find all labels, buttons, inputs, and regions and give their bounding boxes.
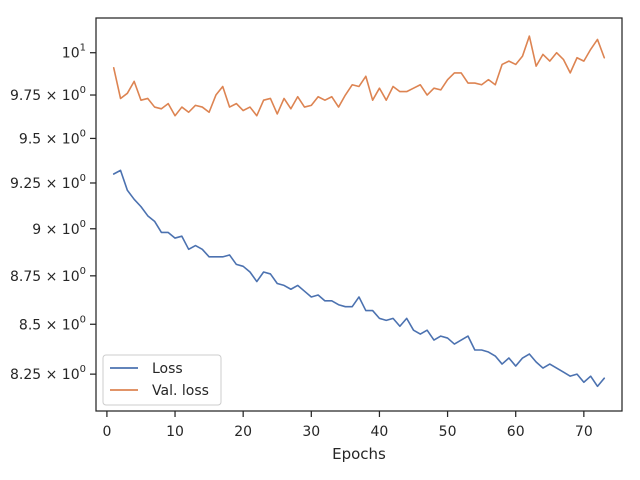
y-tick-label-base: 9.75 × 10 — [10, 88, 80, 104]
y-tick-label-exponent: 0 — [80, 314, 86, 325]
y-tick-label-exponent: 0 — [80, 266, 86, 277]
y-tick-label-exponent: 1 — [80, 43, 86, 54]
y-tick-label-base: 9 × 10 — [32, 222, 79, 238]
y-tick-label: 9.5 × 100 — [19, 128, 86, 147]
y-tick-label-exponent: 0 — [80, 364, 86, 375]
x-tick-label: 60 — [507, 424, 525, 440]
plot-frame — [95, 17, 623, 412]
x-tick-label: 30 — [302, 424, 320, 440]
x-tick-label: 40 — [371, 424, 389, 440]
x-tick-label: 20 — [234, 424, 252, 440]
x-axis: 0 10 20 30 40 50 60 70 — [102, 411, 593, 440]
y-tick-label: 9.25 × 100 — [10, 173, 86, 192]
y-tick-label: 8.75 × 100 — [10, 266, 86, 285]
x-tick-label: 70 — [575, 424, 593, 440]
legend: Loss Val. loss — [102, 354, 222, 406]
y-tick-label-base: 9.25 × 10 — [10, 176, 80, 192]
y-tick-label-base: 9.5 × 10 — [19, 131, 80, 147]
y-tick-label: 9 × 100 — [32, 219, 86, 238]
y-tick-label: 101 — [62, 43, 86, 62]
legend-label-val-loss: Val. loss — [152, 383, 209, 399]
y-tick-label: 9.75 × 100 — [10, 85, 86, 104]
plot-lines — [112, 35, 606, 388]
y-tick-label-base: 10 — [62, 46, 80, 62]
x-tick-label: 10 — [166, 424, 184, 440]
y-tick-label: 8.25 × 100 — [10, 364, 86, 383]
y-tick-label-exponent: 0 — [80, 85, 86, 96]
y-tick-label-base: 8.75 × 10 — [10, 269, 80, 285]
y-tick-label-exponent: 0 — [80, 173, 86, 184]
y-tick-label-exponent: 0 — [80, 128, 86, 139]
legend-label-loss: Loss — [152, 361, 183, 377]
y-tick-label-exponent: 0 — [80, 219, 86, 230]
y-tick-label-base: 8.25 × 10 — [10, 367, 80, 383]
x-tick-label: 50 — [439, 424, 457, 440]
series-line-val-loss — [112, 35, 606, 117]
series-line-loss — [112, 169, 606, 388]
x-axis-label: Epochs — [332, 445, 386, 463]
y-tick-label: 8.5 × 100 — [19, 314, 86, 333]
x-tick-label: 0 — [102, 424, 111, 440]
y-tick-label-base: 8.5 × 10 — [19, 317, 80, 333]
